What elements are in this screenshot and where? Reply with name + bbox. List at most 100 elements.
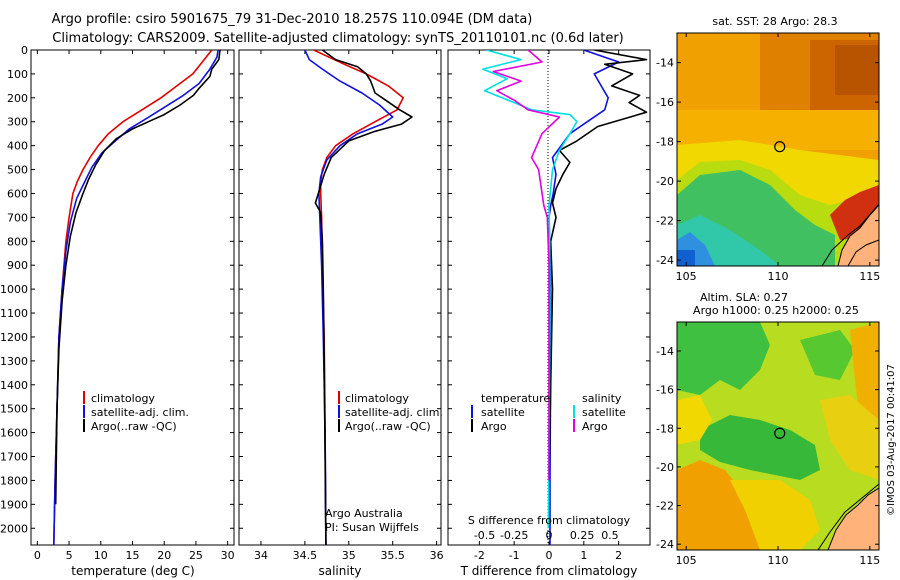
depth-tick-label: 500 bbox=[7, 164, 28, 177]
x-tick-label: -1 bbox=[509, 549, 520, 562]
difference-ticks: -2 -1 0 1 2 bbox=[474, 50, 622, 562]
sla-yellow-east bbox=[820, 395, 879, 480]
depth-tick-label: 1600 bbox=[0, 427, 28, 440]
x-tick-label: 10 bbox=[94, 549, 108, 562]
sla-map-title: Altim. SLA: 0.27 bbox=[700, 291, 788, 304]
sla-map: Altim. SLA: 0.27 Argo h1000: 0.25 h2000:… bbox=[656, 291, 880, 567]
series-line-salinity-satellite bbox=[481, 50, 578, 529]
depth-tick-label: 2000 bbox=[0, 522, 28, 535]
sst-map: sat. SST: 28 Argo: 28.3 105 110 115 -14 -16 -… bbox=[656, 15, 880, 283]
salinity-ticks: 34 34.5 35 35.5 36 bbox=[254, 50, 444, 562]
x-tick-label: 0 bbox=[546, 549, 553, 562]
series-line-salinity-argo bbox=[492, 50, 561, 481]
depth-tick-label: 300 bbox=[7, 116, 28, 129]
annotation-pi: PI: Susan Wijffels bbox=[325, 521, 419, 534]
x-tick-label: 25 bbox=[189, 549, 203, 562]
depth-tick-label: 1200 bbox=[0, 331, 28, 344]
map-y-tick-label: -16 bbox=[656, 384, 674, 397]
depth-tick-label: 0 bbox=[21, 44, 28, 57]
australia-land bbox=[837, 204, 879, 266]
map-y-tick-label: -16 bbox=[656, 96, 674, 109]
depth-tick-label: 1400 bbox=[0, 379, 28, 392]
salinity-lines bbox=[304, 50, 413, 545]
difference-depth-ticks bbox=[448, 49, 650, 529]
contour-line-2 bbox=[821, 203, 879, 266]
x-tick-label: 30 bbox=[221, 549, 235, 562]
sla-green-centre bbox=[700, 415, 820, 480]
map-x-tick-label: 105 bbox=[676, 554, 697, 567]
annotation-argo-australia: Argo Australia bbox=[325, 507, 403, 520]
sst-map-title: sat. SST: 28 Argo: 28.3 bbox=[712, 15, 837, 28]
contour-line bbox=[847, 239, 879, 266]
depth-tick-label: 100 bbox=[7, 68, 28, 81]
map-y-tick-label: -22 bbox=[656, 500, 674, 513]
temperature-ticks: 0 5 10 15 20 25 30 bbox=[34, 50, 235, 562]
x-tick-label: 35 bbox=[342, 549, 356, 562]
map-y-tick-label: -18 bbox=[656, 136, 674, 149]
map-y-tick-label: -20 bbox=[656, 461, 674, 474]
depth-tick-label: 1000 bbox=[0, 283, 28, 296]
sla-green-east bbox=[800, 330, 855, 380]
salinity-depth-ticks bbox=[239, 49, 441, 529]
x-tick-label: 15 bbox=[126, 549, 140, 562]
series-line-argo-raw-qc- bbox=[54, 50, 221, 505]
depth-tick-label: 1800 bbox=[0, 474, 28, 487]
sla-map-subtitle: Argo h1000: 0.25 h2000: 0.25 bbox=[693, 304, 859, 317]
top-tick-label: 0.5 bbox=[601, 529, 619, 542]
series-line-climatology bbox=[313, 50, 405, 545]
contour-line bbox=[817, 483, 879, 550]
temperature-lines bbox=[53, 50, 221, 545]
x-tick-label: 34.5 bbox=[293, 549, 318, 562]
sla-yellow-south bbox=[730, 480, 820, 550]
depth-tick-label: 800 bbox=[7, 235, 28, 248]
header-line2: Climatology: CARS2009. Satellite-adjuste… bbox=[52, 31, 624, 46]
salinity-axes-frame bbox=[238, 49, 442, 546]
depth-tick-label: 1500 bbox=[0, 403, 28, 416]
legend-satellite: satellite-adj. clim. bbox=[345, 406, 443, 419]
x-tick-label: 5 bbox=[66, 549, 73, 562]
legend-sal-argo: Argo bbox=[582, 420, 608, 433]
depth-ticks: 0 100 200 300 400 500 600 700 800 900 1000 1100 1200… bbox=[0, 44, 234, 535]
map-y-tick-label: -14 bbox=[656, 345, 674, 358]
map-y-tick-label: -24 bbox=[656, 254, 674, 267]
map-x-tick-label: 115 bbox=[859, 554, 880, 567]
top-tick-label: 0.25 bbox=[570, 529, 595, 542]
salinity-difference-ticks: -0.5 -0.25 0 0.25 0.5 bbox=[474, 529, 619, 542]
depth-tick-label: 1900 bbox=[0, 498, 28, 511]
legend-temp-argo: Argo bbox=[481, 420, 507, 433]
sst-field bbox=[677, 33, 879, 266]
series-line-climatology bbox=[53, 50, 213, 545]
salinity-xlabel: salinity bbox=[318, 564, 361, 578]
top-tick-label: -0.5 bbox=[474, 529, 495, 542]
sst-hot-core bbox=[835, 45, 879, 95]
map-x-tick-label: 110 bbox=[768, 270, 789, 283]
sla-yellow-west bbox=[677, 395, 712, 445]
x-tick-label: 34 bbox=[254, 549, 268, 562]
top-tick-label: 0 bbox=[546, 529, 553, 542]
x-tick-label: 36 bbox=[430, 549, 444, 562]
depth-tick-label: 700 bbox=[7, 211, 28, 224]
depth-tick-label: 1100 bbox=[0, 307, 28, 320]
sla-field bbox=[677, 322, 879, 550]
sst-map-ticks: 105 110 115 -14 -16 -18 -20 -22 -24 bbox=[656, 33, 880, 283]
sla-map-ticks: 105 110 115 -14 -16 -18 -20 -22 -24 bbox=[656, 322, 880, 567]
salinity-legend: climatology satellite-adj. clim. Argo(..… bbox=[338, 391, 443, 433]
x-tick-label: -2 bbox=[474, 549, 485, 562]
map-y-tick-label: -20 bbox=[656, 175, 674, 188]
difference-panel: -2 -1 0 1 2 temperature satellite Argo salin… bbox=[447, 49, 651, 578]
legend-climatology: climatology bbox=[91, 392, 155, 405]
series-line-satellite-adj-clim- bbox=[53, 50, 219, 545]
legend-argo: Argo(..raw -QC) bbox=[91, 420, 177, 433]
difference-xlabel-top: S difference from climatology bbox=[468, 514, 631, 527]
argo-location-marker bbox=[774, 141, 786, 153]
difference-legend: temperature satellite Argo salinity sate… bbox=[471, 392, 626, 433]
difference-lines bbox=[481, 50, 648, 545]
salinity-panel: 34 34.5 35 35.5 36 climatology satellite-adj… bbox=[238, 49, 444, 578]
sla-orange-east bbox=[850, 322, 879, 430]
x-tick-label: 1 bbox=[580, 549, 587, 562]
depth-tick-label: 600 bbox=[7, 187, 28, 200]
temperature-legend: climatology satellite-adj. clim. Argo(..… bbox=[83, 391, 189, 433]
map-y-tick-label: -14 bbox=[656, 57, 674, 70]
series-line-satellite-adj-clim- bbox=[304, 50, 394, 545]
